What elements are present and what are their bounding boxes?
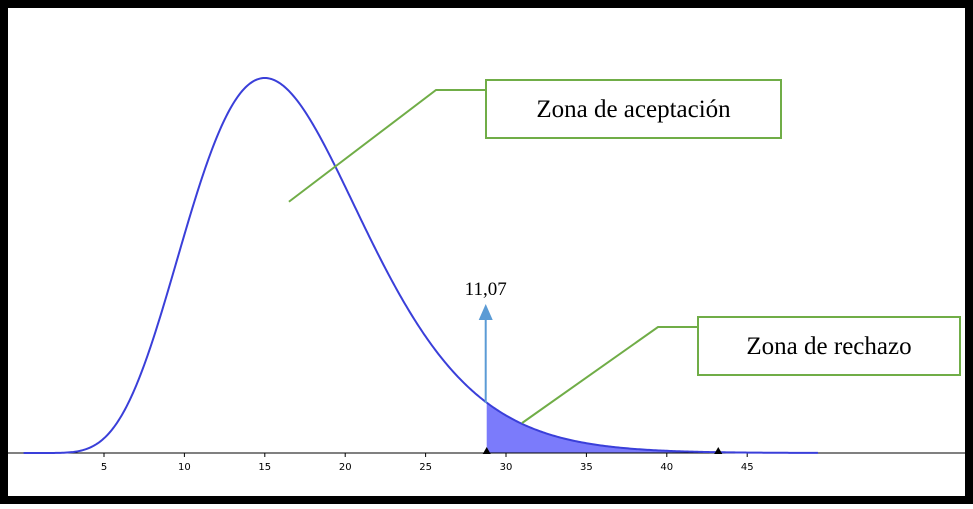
callout-text: Zona de rechazo <box>746 333 911 360</box>
axis-markers <box>482 447 723 454</box>
callout-box <box>697 316 961 376</box>
x-tick-label: 40 <box>660 462 673 473</box>
x-tick-label: 10 <box>178 462 191 473</box>
critical-value-arrow <box>478 304 493 403</box>
x-tick-label: 45 <box>741 462 754 473</box>
x-tick-label: 25 <box>419 462 432 473</box>
callout-box <box>485 79 782 139</box>
callout-rejection: Zona de rechazo <box>521 316 961 424</box>
arrow-head <box>478 304 493 320</box>
callout-acceptance: Zona de aceptación <box>288 79 782 203</box>
axis-marker <box>482 447 491 454</box>
callouts: Zona de aceptación Zona de rechazo <box>288 79 961 424</box>
callout-text: Zona de aceptación <box>536 96 731 123</box>
x-tick-label: 5 <box>101 462 107 473</box>
critical-value-label: 11,07 <box>465 279 507 300</box>
x-tick-label: 20 <box>339 462 352 473</box>
x-tick-label: 30 <box>500 462 513 473</box>
x-tick-label: 15 <box>258 462 271 473</box>
x-tick-label: 35 <box>580 462 593 473</box>
density-curve <box>23 76 818 454</box>
axis-marker <box>714 447 723 454</box>
callout-leader-line <box>521 326 698 424</box>
callout-leader-line <box>288 89 486 203</box>
x-axis-ticks: 5 10 15 20 25 30 35 40 45 <box>101 453 754 473</box>
